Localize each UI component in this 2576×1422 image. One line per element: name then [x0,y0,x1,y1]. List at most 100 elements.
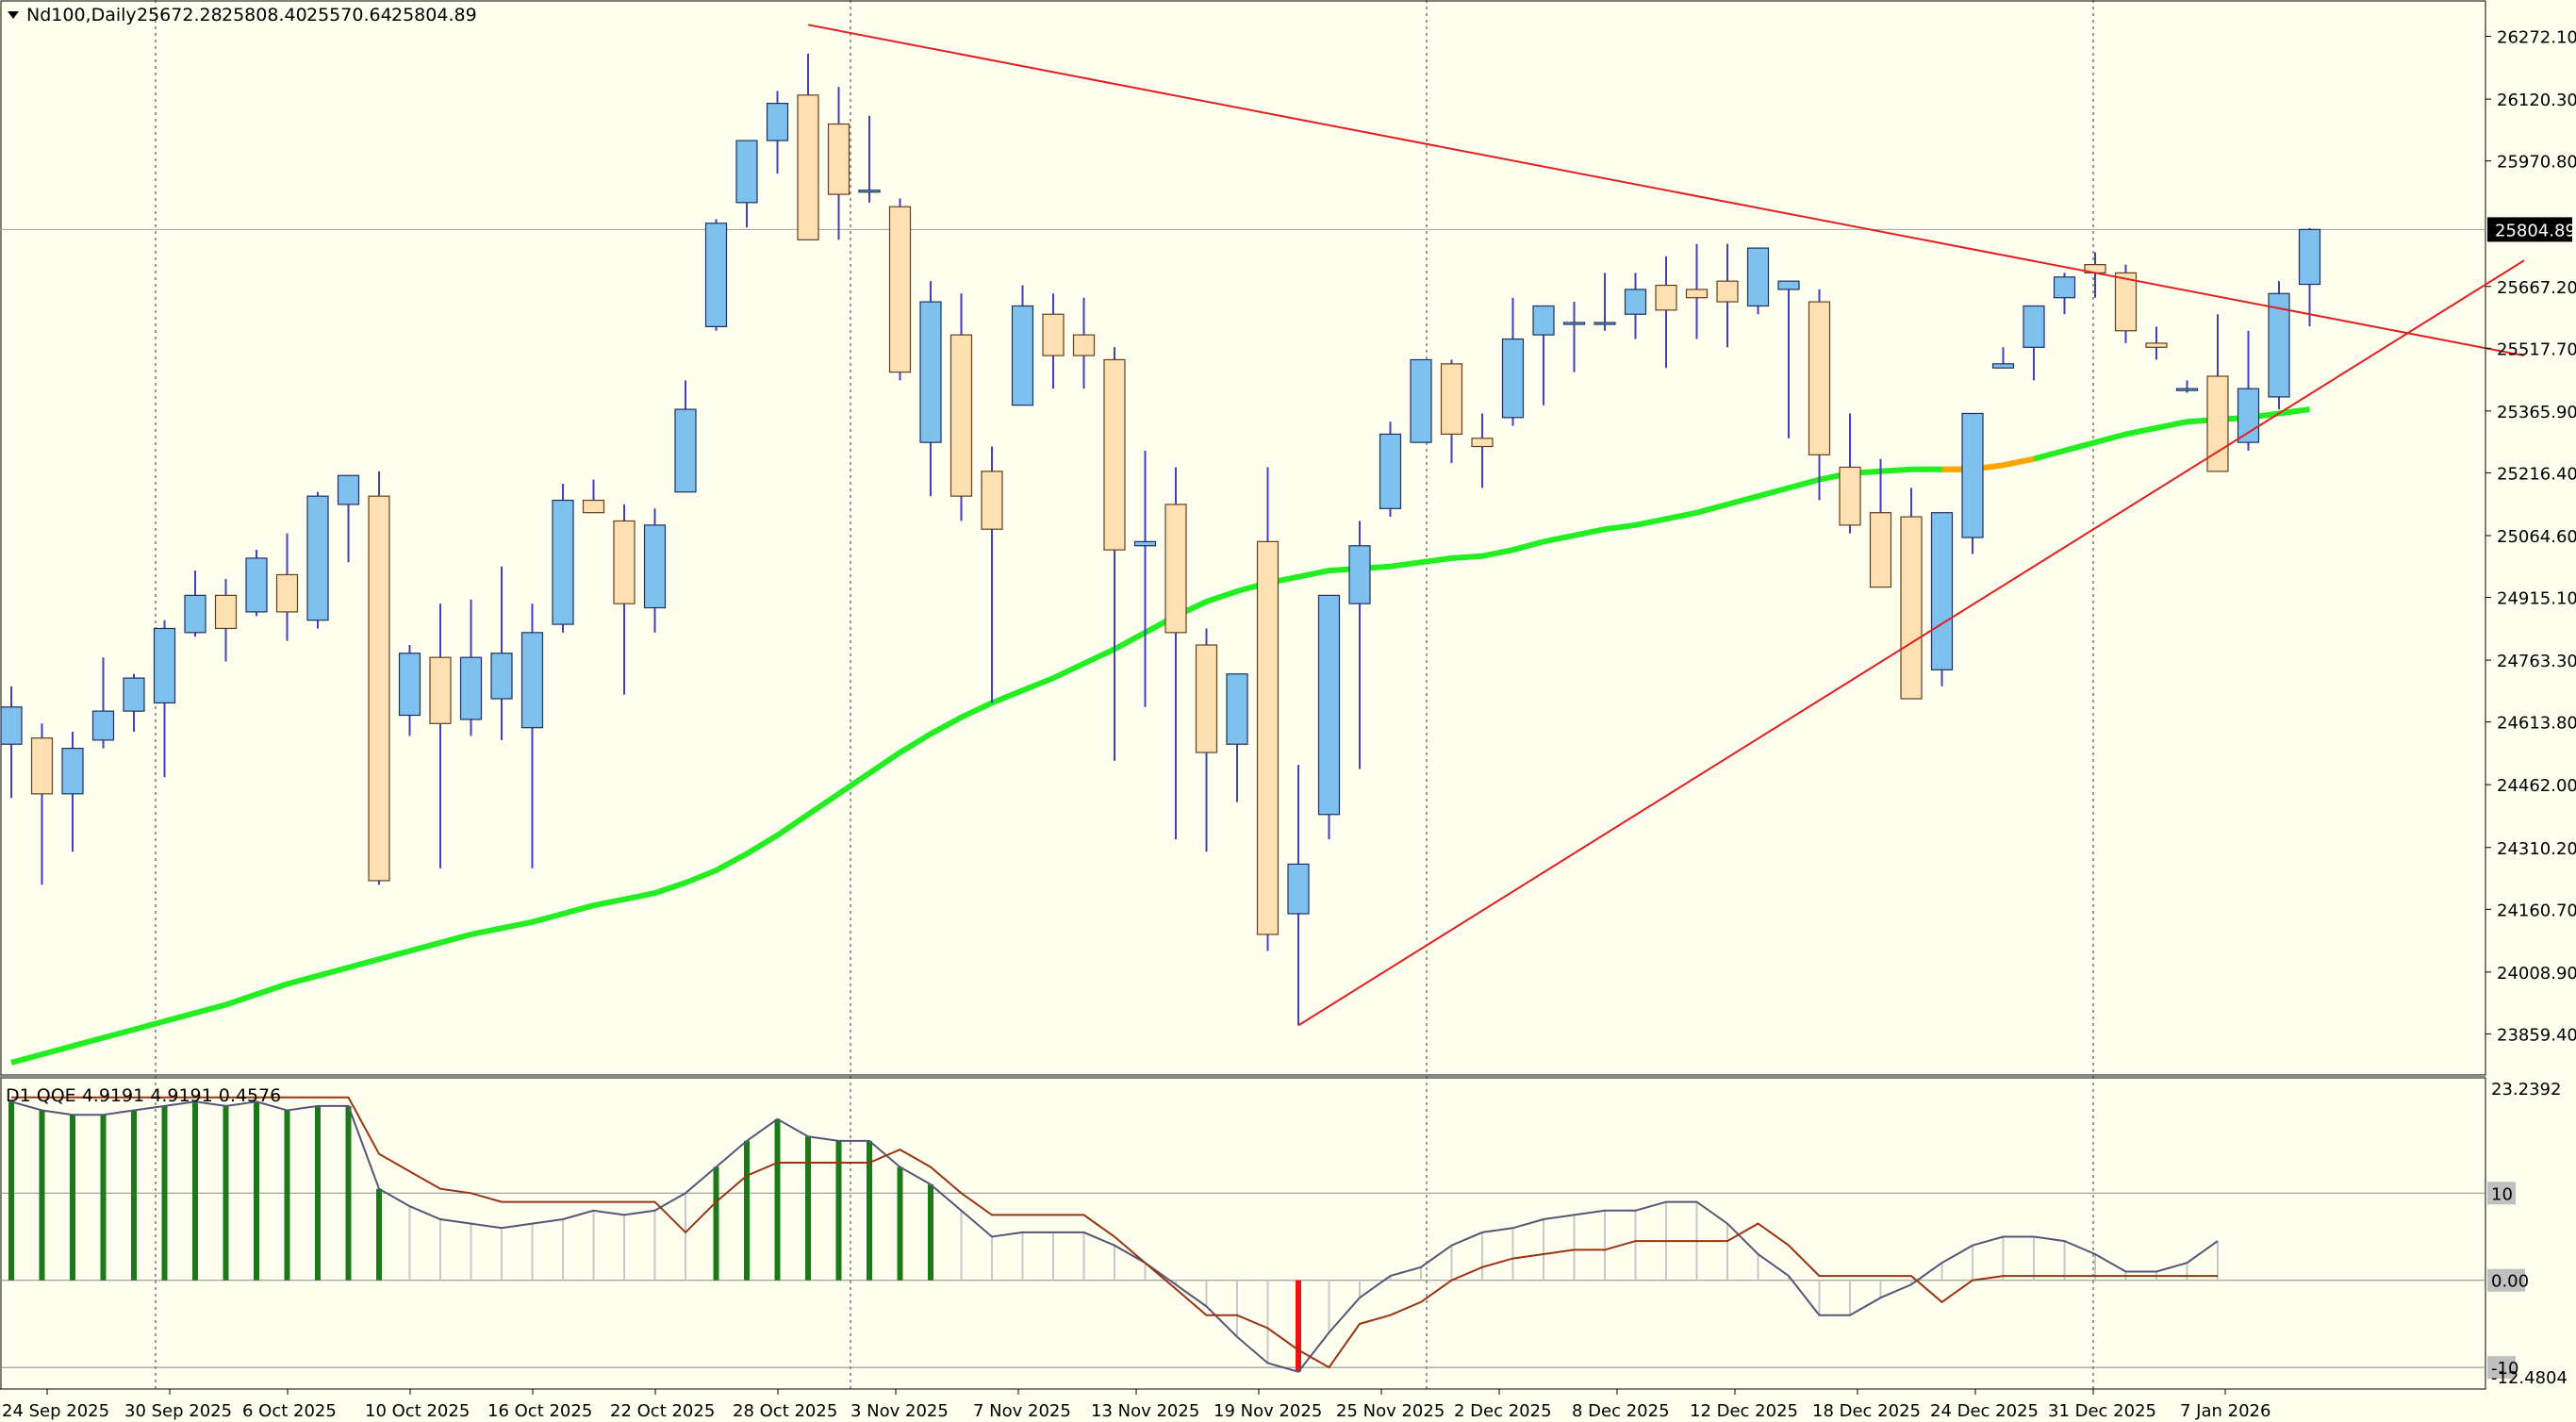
candle-body-bull [1133,540,1157,547]
x-tick-label: 10 Oct 2025 [365,1401,470,1421]
candle [919,281,942,497]
candle [1103,347,1126,761]
candle-body-bull [2237,388,2260,443]
candle [91,657,115,749]
candle [275,533,299,641]
candle-body-bear [1195,644,1218,753]
candle-body-bear [949,334,973,497]
candle [490,566,513,740]
candle [1440,359,1463,464]
x-tick-label: 19 Nov 2025 [1214,1401,1322,1421]
candle [1839,413,1861,534]
candle [429,604,452,868]
y-tick-label: 24008.90 [2497,964,2576,984]
candle-body-bear [429,656,452,724]
candle-body-bear [30,737,54,795]
candle-body-bull [919,301,942,443]
candle [61,732,84,852]
qqe-slow-line [11,1096,2218,1369]
candle-body-bull [520,632,544,729]
candle-body-bull [1226,673,1248,745]
candle-body-bull [0,706,23,745]
symbol-menu-icon[interactable] [8,11,19,19]
candle-body-bull [552,499,574,625]
candle-body-bull [674,408,697,493]
candle-body-bull [1930,512,1954,670]
candle-body-bear [1839,466,1861,526]
x-tick-label: 30 Sep 2025 [124,1401,232,1421]
x-tick-label: 13 Nov 2025 [1091,1401,1199,1421]
candle [888,198,912,381]
candle [1655,256,1677,369]
candle [1777,280,1800,438]
trendline [1297,259,2525,1027]
candle [1256,467,1280,951]
candle-body-bull [490,653,513,700]
y-tick-label: 25064.60 [2497,527,2576,547]
candle-body-bear [1808,301,1831,455]
candle-body-bull [766,103,789,141]
qqe-level-box [2487,1182,2516,1205]
candle [1900,488,1923,700]
candle [2298,227,2321,327]
candle [1042,293,1065,389]
candle [1961,412,1984,554]
candle [214,578,238,662]
header-symbol: Nd100,Daily [26,5,137,25]
candle [552,484,574,633]
candle-body-bull [1379,433,1402,509]
x-tick-label: 18 Dec 2025 [1812,1401,1921,1421]
candle-body-bull [1777,280,1800,290]
candle [2268,281,2290,410]
y-tick-label: 26272.10 [2497,28,2576,48]
x-tick-label: 24 Sep 2025 [2,1401,109,1421]
candle-body-bull [153,627,176,703]
candle [1991,347,2015,369]
candle-body-bear [797,94,819,240]
candle [368,471,390,885]
candle-body-bear [2145,342,2168,348]
candle-body-bull [337,474,360,505]
x-tick-label: 3 Nov 2025 [850,1401,949,1421]
candle [337,474,360,563]
candle-body-bear [613,520,636,604]
x-tick-label: 7 Jan 2026 [2180,1401,2271,1421]
candle-body-bull [1562,322,1586,325]
candle [1808,289,1831,501]
trendlines [807,24,2525,1027]
candle [245,550,268,617]
candle-body-bear [888,206,912,373]
candle-body-bull [1011,305,1034,406]
candle-body-bear [1042,313,1065,356]
candle-body-bull [398,653,421,717]
y-tick-label: 25365.90 [2497,403,2576,422]
candle [1011,285,1034,406]
candle-body-bull [1410,358,1432,443]
y-tick-label: 24613.80 [2497,714,2576,734]
candle-body-bear [275,573,299,613]
candle [827,87,850,240]
candle [398,645,421,736]
x-tick-label: 6 Oct 2025 [242,1401,337,1421]
candle-body-bear [1655,284,1677,311]
candle-body-bear [1164,504,1187,634]
candle [2145,326,2168,360]
candle-body-bull [735,140,758,204]
y-tick-label: 24763.30 [2497,652,2576,671]
candle-body-bear [582,499,605,514]
candle [2023,305,2045,381]
candle-body-bear [1900,516,1923,700]
qqe-level-label: 0.00 [2491,1272,2529,1292]
candle-body-bull [704,223,728,327]
candle [153,620,176,778]
candle [766,91,789,174]
candle [1226,673,1248,802]
candle [2114,264,2138,343]
header-high: 25808.40 [222,5,307,25]
candle-body-bear [1103,358,1126,551]
candle-body-bull [1532,305,1555,336]
candle-body-bear [1072,334,1096,356]
candle-body-bull [1317,594,1341,816]
candle [613,504,636,695]
x-tick-label: 22 Oct 2025 [610,1401,715,1421]
